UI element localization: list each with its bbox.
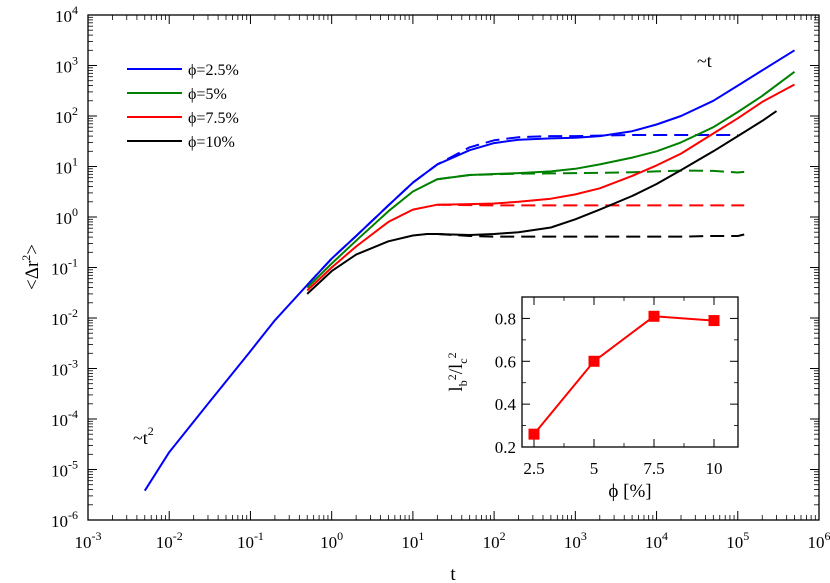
x-tick-label: 10-3	[75, 529, 102, 552]
y-axis-title-sup: 2	[19, 255, 33, 261]
inset-axis-ticks	[522, 296, 738, 448]
inset-x-tick-label: 5	[590, 459, 599, 478]
main-tick-labels: 10-3 10-2 10-1 100 101 102 103 104 105 10610-610-…	[51, 3, 830, 552]
svg-text:<Δr2>: <Δr2>	[19, 244, 43, 290]
y-tick-label: 10-5	[51, 458, 78, 481]
series-line-0	[143, 49, 796, 492]
y-tick-label: 103	[55, 54, 78, 77]
series-line-7	[437, 233, 745, 238]
inset-series-line	[533, 315, 715, 435]
legend: ϕ=2.5% ϕ=5% ϕ=7.5% ϕ=10%	[127, 62, 239, 151]
x-tick-label: 10-2	[156, 529, 183, 552]
svg-text:lb2/lc2: lb2/lc2	[445, 352, 470, 391]
inset-x-tick-label: 7.5	[643, 459, 664, 478]
y-tick-label: 104	[55, 3, 78, 26]
series-line-1	[306, 134, 738, 286]
y-tick-label: 10-4	[51, 407, 78, 430]
y-tick-label: 10-1	[51, 256, 78, 279]
y-axis-title-main: <Δr	[22, 260, 43, 290]
inset-x-tick-label: 10	[706, 459, 723, 478]
inset-plot-frame	[521, 296, 739, 448]
series-line-6	[306, 110, 778, 295]
inset-y-tick-label: 0.2	[495, 438, 516, 457]
inset-x-tick-label: 2.5	[523, 459, 544, 478]
inset-y-tick-label: 0.4	[495, 395, 517, 414]
inset-tick-labels: 2.5 5 7.5 10 0.2 0.4 0.6 0.8	[495, 309, 723, 478]
inset-y-tick-label: 0.8	[495, 309, 516, 328]
y-tick-label: 10-3	[51, 357, 78, 380]
inset-x-axis-title: ϕ [%]	[608, 481, 651, 502]
annotation-t-squared: ~t2	[133, 424, 154, 448]
legend-label-3: ϕ=10%	[188, 134, 235, 151]
x-axis-title: t	[450, 564, 456, 583]
y-tick-label: 10-6	[51, 508, 78, 531]
inset-marker-0	[528, 428, 540, 440]
x-tick-label: 10-1	[237, 529, 264, 552]
annotation-t-linear: ~t	[697, 51, 712, 71]
x-tick-label: 106	[808, 529, 830, 552]
inset-y-tick-label: 0.6	[495, 352, 516, 371]
series-line-4	[306, 83, 795, 292]
y-tick-label: 101	[55, 155, 78, 178]
x-tick-label: 103	[564, 529, 587, 552]
y-axis-title: <Δr2>	[19, 244, 43, 290]
x-tick-label: 104	[645, 529, 668, 552]
main-axis-ticks	[87, 14, 820, 521]
legend-label-2: ϕ=7.5%	[188, 110, 239, 127]
series-line-3	[437, 169, 745, 181]
series-line-2	[306, 70, 796, 289]
legend-label-0: ϕ=2.5%	[188, 62, 239, 79]
series-line-5	[437, 203, 745, 207]
legend-label-1: ϕ=5%	[188, 86, 227, 103]
inset-marker-2	[648, 310, 660, 322]
inset-series-group	[528, 310, 720, 440]
x-tick-label: 105	[726, 529, 749, 552]
x-tick-label: 100	[320, 529, 343, 552]
inset-y-axis-title: lb2/lc2	[445, 352, 470, 391]
x-tick-label: 101	[401, 529, 424, 552]
inset-marker-3	[708, 315, 720, 327]
y-tick-label: 10-2	[51, 306, 78, 329]
inset-marker-1	[588, 355, 600, 367]
x-tick-label: 102	[483, 529, 506, 552]
y-tick-label: 102	[55, 104, 78, 127]
main-series-group	[143, 49, 796, 492]
y-tick-label: 100	[55, 205, 78, 228]
y-axis-title-close: >	[22, 244, 43, 255]
